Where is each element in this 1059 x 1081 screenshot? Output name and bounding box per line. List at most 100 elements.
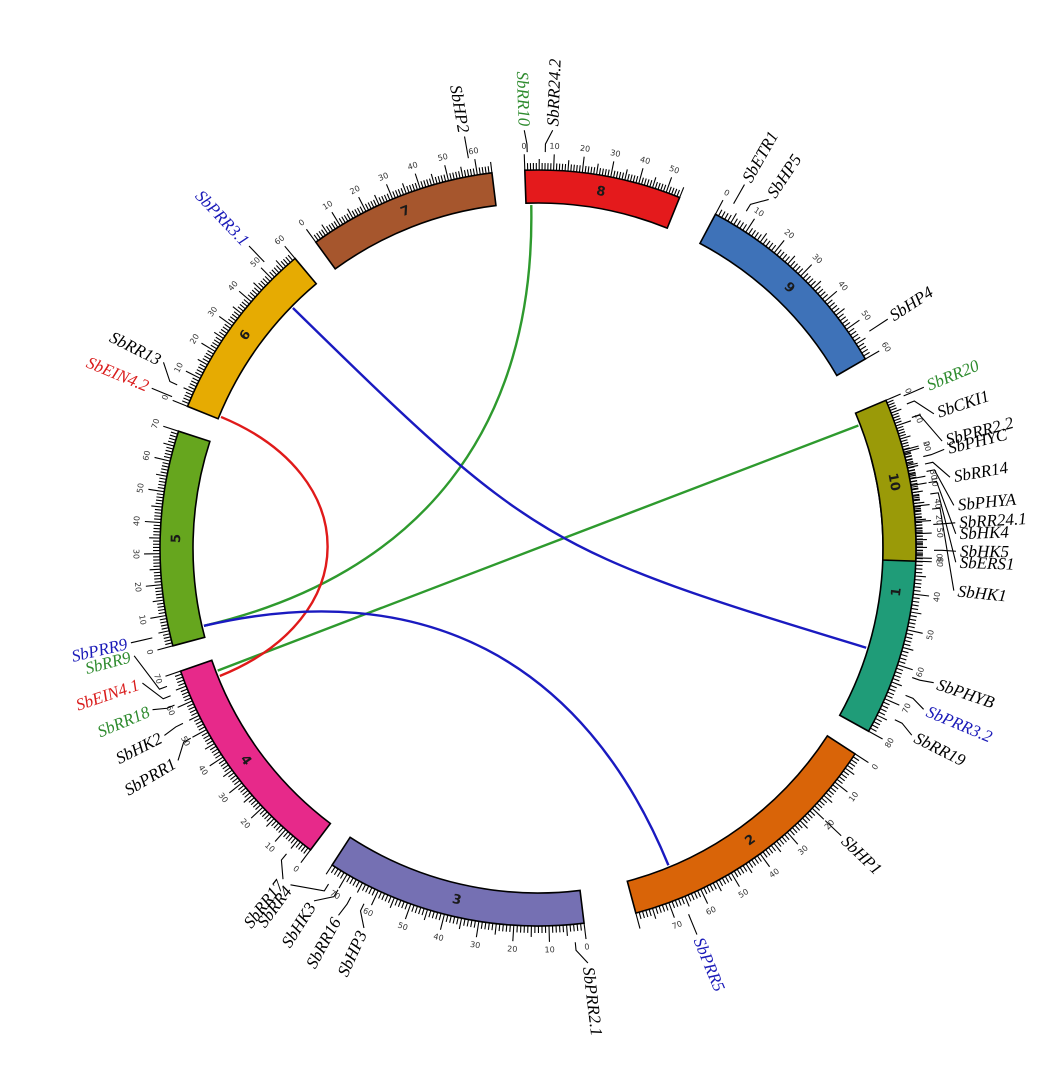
chromosome-2-tick (854, 753, 869, 764)
chromosome-7-tick (351, 210, 357, 218)
chromosome-2-tick (727, 874, 733, 881)
chromosome-3-tick (352, 879, 357, 886)
chromosome-1-tick (868, 730, 883, 740)
chromosome-2-tick (668, 902, 675, 918)
chromosome-2-tick (821, 797, 828, 804)
chromosome-8-tick (595, 163, 599, 175)
chromosome-4-tick (261, 811, 268, 818)
chromosome-1-tick (914, 575, 926, 578)
chromosome-5-tick (160, 624, 168, 627)
chromosome-6-tick (271, 269, 278, 276)
chromosome-1-tick-label: 60 (914, 666, 926, 678)
chromosome-6-tick (198, 366, 205, 371)
chromosome-6-tick (249, 291, 256, 298)
chromosome-1-tick (903, 643, 911, 647)
chromosome-8 (523, 169, 681, 230)
chromosome-10-tick (913, 503, 930, 507)
chromosome-3-tick (569, 924, 572, 932)
chromosome-2-tick (781, 836, 787, 843)
chromosome-7-tick (478, 167, 481, 175)
chromosome-10-tick (902, 447, 910, 451)
chromosome-10-tick (911, 488, 919, 491)
chromosome-2-tick (818, 800, 825, 806)
chromosome-1-tick (915, 519, 932, 523)
chromosome-4-tick (206, 740, 214, 745)
chromosome-10-tick (887, 402, 895, 406)
chromosome-3-tick (505, 924, 508, 932)
chromosome-2-tick-label: 60 (705, 905, 718, 918)
chromosome-6-tick (233, 311, 240, 317)
chromosome-4-tick (181, 691, 189, 696)
chromosome-10-tick (892, 415, 900, 419)
chromosome-1-tick-label: 30 (935, 553, 944, 563)
chromosome-8-tick (679, 187, 685, 198)
chromosome-6-tick (273, 267, 280, 274)
gene-leader-sbhp5 (745, 198, 769, 212)
chromosome-9-tick (792, 263, 799, 270)
chromosome-7-tick (414, 173, 421, 189)
chromosome-1-tick (895, 671, 902, 675)
chromosome-8-tick (638, 168, 644, 184)
chromosome-3-tick (435, 912, 439, 920)
chromosome-3-tick-label: 50 (396, 921, 409, 933)
chromosome-7-tick (458, 171, 461, 179)
gene-leader-sbrr20 (903, 386, 925, 397)
chromosome-3-tick (566, 924, 568, 936)
chromosome-2-tick (848, 762, 856, 767)
chromosome-3-tick (439, 914, 445, 930)
chromosome-3-tick (349, 877, 354, 885)
chromosome-6-tick (190, 380, 198, 385)
chromosome-2-tick-label: 10 (847, 790, 860, 804)
link-5-2-4 (203, 610, 670, 866)
chromosome-4-tick (165, 670, 181, 677)
chromosome-2-tick (661, 904, 666, 912)
chromosome-1-tick (888, 688, 896, 692)
chromosome-7-tick (472, 168, 476, 176)
chromosome-8-tick (649, 180, 653, 188)
chromosome-10-tick (914, 516, 922, 518)
chromosome-4-tick (177, 700, 193, 708)
chromosome-1-tick (904, 639, 912, 643)
chromosome-6-tick (213, 339, 221, 345)
chromosome-6-tick (276, 265, 282, 272)
chromosome-5-tick (152, 599, 164, 603)
chromosome-6-tick (264, 276, 271, 282)
chromosome-2-tick (797, 822, 803, 829)
chromosome-2-tick (693, 891, 698, 899)
chromosome-9-tick (736, 220, 741, 227)
chromosome-2-tick (641, 911, 645, 919)
chromosome-9-tick (810, 280, 816, 287)
chromosome-4-tick-label: 60 (164, 704, 176, 717)
chromosome-6-tick (229, 316, 237, 322)
chromosome-1-tick (878, 711, 886, 716)
chromosome-4-tick (204, 737, 212, 742)
chromosome-9-tick (745, 218, 755, 233)
chromosome-3-tick (330, 866, 336, 874)
chromosome-7-tick (383, 194, 388, 202)
gene-leader-sbrr13 (162, 362, 178, 386)
chromosome-1-tick (910, 482, 927, 487)
chromosome-3 (331, 836, 585, 927)
chromosome-5-tick (169, 434, 177, 438)
chromosome-3-tick-label: 10 (544, 945, 554, 954)
chromosome-1-tick (876, 714, 888, 721)
chromosome-10-tick (890, 408, 902, 414)
chromosome-1-tick (885, 694, 893, 699)
chromosome-2-tick (712, 882, 717, 890)
chromosome-ring: 1010203040506070802010203040506070301020… (131, 142, 944, 955)
chromosome-3-tick (473, 920, 476, 928)
chromosome-4-tick (234, 779, 241, 786)
chromosome-9-tick-label: 10 (752, 206, 765, 219)
gene-leader-sbrr17 (280, 853, 287, 880)
chromosome-7-tick (474, 159, 478, 175)
chromosome-10-tick (897, 428, 905, 432)
chromosome-3-tick (491, 923, 494, 931)
chromosome-2-tick (703, 887, 708, 895)
chromosome-1-tick (906, 632, 914, 636)
chromosome-6-tick (269, 271, 275, 278)
chromosome-10-tick (903, 447, 920, 453)
gene-label-sbprr3.1: SbPRR3.1 (191, 186, 253, 249)
chromosome-6-tick (199, 363, 207, 368)
chromosome-7-tick (331, 211, 341, 227)
chromosome-3-tick (456, 917, 459, 925)
